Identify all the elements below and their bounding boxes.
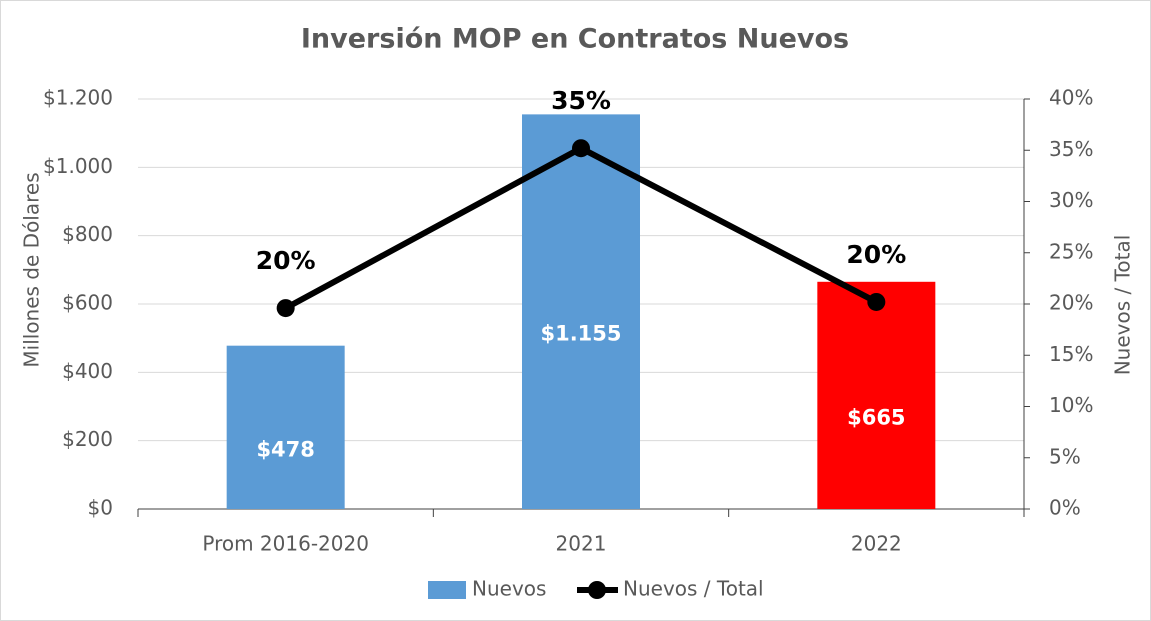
legend-label: Nuevos / Total xyxy=(623,577,764,601)
x-tick-label: 2022 xyxy=(851,532,902,556)
legend-marker xyxy=(588,581,606,599)
line-marker xyxy=(867,292,886,311)
line-value-label: 20% xyxy=(256,246,316,275)
chart-title: Inversión MOP en Contratos Nuevos xyxy=(301,24,849,55)
bar xyxy=(522,114,640,509)
y-tick-label: $1.200 xyxy=(43,86,113,110)
bar-value-label: $1.155 xyxy=(540,322,621,346)
y2-tick-label: 0% xyxy=(1049,496,1081,520)
x-tick-label: Prom 2016-2020 xyxy=(202,532,369,556)
y2-tick-label: 30% xyxy=(1049,188,1093,212)
line-value-label: 20% xyxy=(846,240,906,269)
y-tick-label: $0 xyxy=(88,496,113,520)
bar xyxy=(226,345,345,509)
y2-tick-label: 15% xyxy=(1049,342,1093,366)
y2-tick-label: 35% xyxy=(1049,137,1093,161)
bar-value-label: $478 xyxy=(256,437,314,461)
line-value-label: 35% xyxy=(551,86,611,115)
bar xyxy=(817,281,936,509)
y2-tick-label: 40% xyxy=(1049,86,1093,110)
y-tick-label: $600 xyxy=(62,291,113,315)
y-tick-label: $200 xyxy=(62,427,113,451)
x-tick-label: 2021 xyxy=(556,532,607,556)
y2-axis-label: Nuevos / Total xyxy=(1111,235,1135,376)
line-marker xyxy=(276,299,295,318)
legend-swatch xyxy=(428,581,466,599)
y-tick-label: $800 xyxy=(62,222,113,246)
legend-label: Nuevos xyxy=(472,577,546,601)
y-tick-label: $400 xyxy=(62,359,113,383)
y-axis-label: Millones de Dólares xyxy=(20,172,44,367)
line-marker xyxy=(572,139,590,158)
bar-value-label: $665 xyxy=(847,405,905,429)
y-tick-label: $1.000 xyxy=(43,154,113,178)
y2-tick-label: 5% xyxy=(1049,444,1081,468)
y2-tick-label: 25% xyxy=(1049,239,1093,263)
y2-tick-label: 20% xyxy=(1049,291,1093,315)
y2-tick-label: 10% xyxy=(1049,393,1093,417)
